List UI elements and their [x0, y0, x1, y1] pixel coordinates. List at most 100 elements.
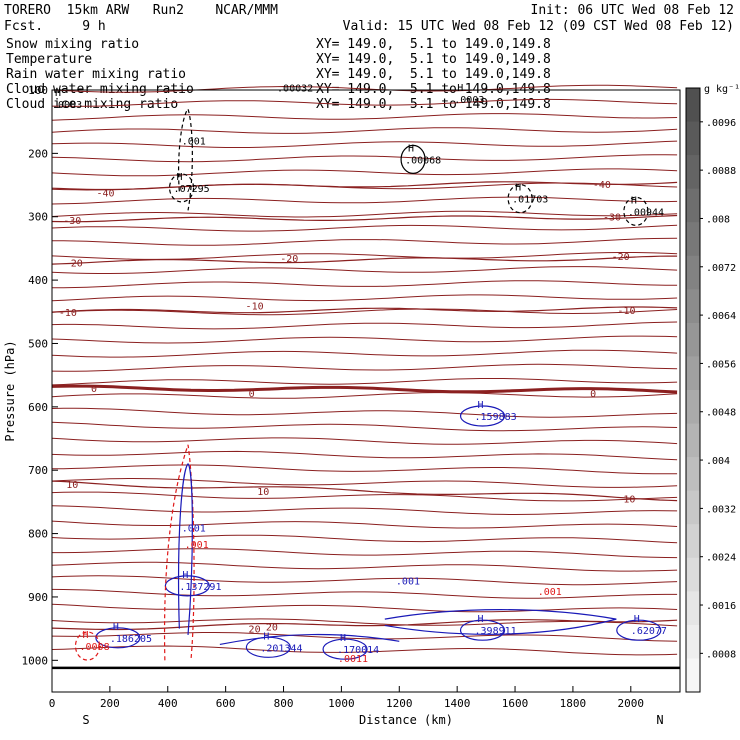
maxima-contour: [623, 196, 649, 226]
legend-item-snow: Snow mixing ratio: [6, 37, 140, 52]
x-tick-label: 800: [274, 697, 294, 710]
isotherm-line: [51, 378, 678, 386]
contour-label: .001: [185, 540, 209, 551]
shallow-cloud-contour: [219, 633, 400, 646]
isotherm-label: 20: [249, 625, 261, 636]
isotherm-label: -40: [97, 189, 115, 200]
temperature-isotherms: -40 -40 -30 -30 -20 -20 -20 -10 -10 -10 0 0 0 10 10 10 2…: [51, 84, 678, 656]
isotherm-label: 20: [266, 623, 278, 634]
maxima-contour: [400, 144, 426, 174]
colorbar-label: .004: [706, 456, 730, 467]
maximum-marker: H: [631, 195, 637, 206]
colorbar-shade: [686, 457, 700, 492]
isotherm-label: 0: [249, 389, 255, 400]
maximum-value: .0008: [79, 642, 109, 653]
isotherm-line: [51, 534, 678, 544]
maximum-value: .186205: [110, 634, 152, 645]
maxima-contour: [507, 184, 533, 214]
maxima-contour: [168, 173, 195, 203]
x-tick-label: 0: [49, 697, 56, 710]
isotherm-line: [51, 588, 678, 599]
maximum-marker: H: [457, 83, 463, 94]
colorbar-shade: [686, 356, 700, 391]
colorbar-label: .0024: [706, 553, 736, 564]
x-tick-label: 200: [100, 697, 120, 710]
isotherm-label: 10: [623, 495, 635, 506]
isotherm-line-0: [51, 384, 678, 394]
isotherm-line: [51, 505, 678, 516]
maximum-marker: H: [478, 614, 484, 625]
axes: 0 200 400 600 800 1000 1200 1400 1600 1800 2000100…: [3, 84, 664, 727]
isotherm-line: [51, 407, 678, 418]
colorbar-shade: [686, 423, 700, 458]
isotherm-label: 0: [590, 389, 596, 400]
maxima-contour: [164, 575, 210, 597]
colorbar-shade: [686, 658, 700, 693]
maximum-value: .398911: [475, 626, 517, 637]
isotherm-line: [51, 575, 678, 586]
maximum-value: .00068: [405, 155, 441, 166]
isotherm-line: [51, 294, 678, 302]
isotherm-line: [51, 196, 678, 205]
isotherm-line--30: [51, 214, 678, 223]
contour-label: .0011: [338, 654, 368, 665]
maximum-marker: H: [113, 622, 119, 633]
x-tick-label: 1000: [328, 697, 355, 710]
legend-item-temperature: Temperature: [6, 52, 93, 67]
isotherm-label: -10: [59, 308, 77, 319]
isotherm-line: [51, 603, 678, 613]
isotherm-line: [51, 464, 678, 475]
colorbar-shade: [686, 490, 700, 525]
maximum-value: .01703: [512, 195, 548, 206]
isotherm-line: [51, 477, 678, 488]
y-tick-label: 200: [28, 147, 48, 160]
maximum-value: .137291: [179, 582, 221, 593]
colorbar-shade: [686, 591, 700, 626]
maxima-contour: [459, 619, 506, 641]
isotherm-line: [51, 113, 678, 121]
maximum-value: .201344: [260, 643, 302, 654]
north-label: N: [656, 713, 663, 727]
isotherm-line: [51, 450, 678, 461]
legend-item-cloud-ice: Cloud ice mixing ratio: [6, 97, 179, 112]
isotherm-line: [51, 618, 678, 627]
colorbar-label: .0088: [706, 166, 736, 177]
colorbar-label: .0016: [706, 601, 736, 612]
y-tick-label: 300: [28, 211, 48, 224]
isotherm-label: -10: [246, 301, 264, 312]
isotherm-line: [51, 520, 678, 529]
maximum-marker: H: [515, 183, 521, 194]
valid-time: Valid: 15 UTC Wed 08 Feb 12 (09 CST Wed …: [342, 19, 734, 34]
isotherm-label: -30: [63, 216, 81, 227]
maximum-value: .00944: [628, 207, 664, 218]
isotherm-line: [51, 224, 678, 232]
colorbar-shade: [686, 188, 700, 223]
maximum-marker: H: [478, 400, 484, 411]
isotherm-line: [52, 280, 678, 289]
isotherm-line-20: [51, 619, 678, 631]
contour-label: .001: [182, 524, 206, 535]
isotherm-line: [51, 308, 678, 316]
colorbar-label: .0072: [706, 263, 736, 274]
contour-label: .001: [182, 136, 206, 147]
cloud-water-column-contour: [177, 462, 193, 636]
x-tick-label: 1800: [560, 697, 587, 710]
maximum-value: .07295: [174, 184, 210, 195]
isotherm-label: 10: [257, 487, 269, 498]
maximum-marker: H: [182, 570, 188, 581]
colorbar-label: .0096: [706, 118, 736, 129]
maximum-value: .62077: [631, 626, 667, 637]
x-tick-label: 1200: [386, 697, 413, 710]
isotherm-line: [51, 154, 678, 163]
maxima-contour: [616, 619, 662, 641]
colorbar-label: .0032: [706, 504, 736, 515]
isotherm-line: [51, 335, 678, 344]
colorbar-shade: [686, 289, 700, 324]
x-tick-label: 1400: [444, 697, 471, 710]
isotherm-line: [51, 349, 678, 358]
maxima-contour: [74, 631, 101, 661]
y-tick-label: 600: [28, 401, 48, 414]
low-cloud-deck-contour: [384, 609, 617, 635]
